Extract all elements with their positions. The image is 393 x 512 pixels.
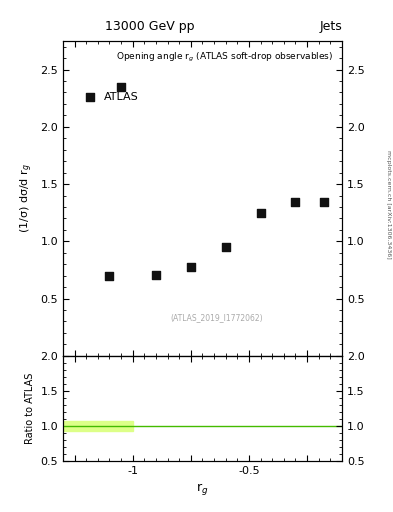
Text: Opening angle r$_g$ (ATLAS soft-drop observables): Opening angle r$_g$ (ATLAS soft-drop obs… bbox=[116, 50, 334, 63]
ATLAS bbox=[187, 263, 194, 271]
Legend: ATLAS: ATLAS bbox=[74, 88, 143, 106]
ATLAS bbox=[222, 243, 229, 251]
ATLAS bbox=[106, 271, 112, 280]
Text: Jets: Jets bbox=[319, 20, 342, 33]
Text: mcplots.cern.ch [arXiv:1306.3436]: mcplots.cern.ch [arXiv:1306.3436] bbox=[386, 151, 391, 259]
Text: (ATLAS_2019_I1772062): (ATLAS_2019_I1772062) bbox=[170, 313, 263, 323]
Bar bbox=[63, 421, 133, 431]
X-axis label: r$_g$: r$_g$ bbox=[196, 481, 209, 497]
Y-axis label: Ratio to ATLAS: Ratio to ATLAS bbox=[25, 373, 35, 444]
ATLAS bbox=[292, 198, 299, 206]
ATLAS bbox=[118, 82, 124, 91]
Text: 13000 GeV pp: 13000 GeV pp bbox=[105, 20, 194, 33]
ATLAS bbox=[153, 270, 159, 279]
ATLAS bbox=[321, 198, 328, 206]
ATLAS bbox=[257, 208, 264, 217]
Y-axis label: (1/σ) dσ/d r$_g$: (1/σ) dσ/d r$_g$ bbox=[18, 163, 35, 233]
